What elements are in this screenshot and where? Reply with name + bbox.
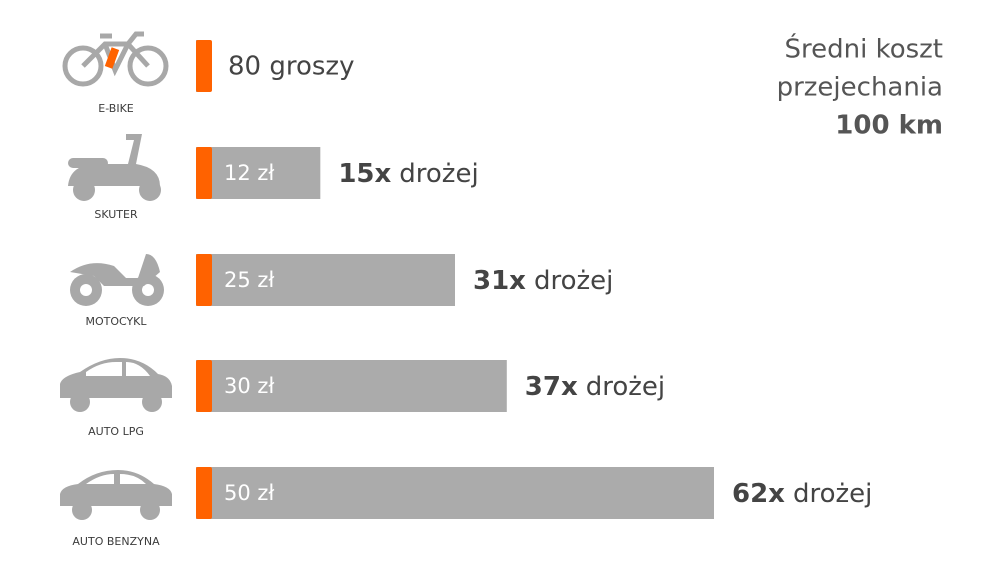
category-label: AUTO LPG	[88, 425, 144, 438]
ratio-suffix: drożej	[586, 372, 665, 402]
bar-accent	[196, 254, 212, 306]
ratio-value: 37x	[525, 372, 578, 402]
title-line: Średni koszt	[784, 33, 943, 65]
bar	[196, 467, 714, 519]
ratio-value: 31x	[473, 266, 526, 296]
title-line: przejechania	[777, 73, 943, 103]
bar-accent	[196, 467, 212, 519]
bar-accent	[196, 40, 212, 92]
ratio-label: 37x drożej	[525, 372, 665, 402]
car-lpg-icon	[60, 358, 172, 412]
ebike-icon	[62, 31, 169, 87]
car-petrol-icon	[60, 470, 172, 520]
ratio-value: 15x	[338, 159, 391, 189]
bar-accent	[196, 147, 212, 199]
ratio-label: 62x drożej	[732, 479, 872, 509]
scooter-icon	[68, 134, 161, 201]
ratio-value: 62x	[732, 479, 785, 509]
category-label: MOTOCYKL	[85, 315, 147, 328]
value-label: 30 zł	[224, 374, 274, 398]
ratio-label: 31x drożej	[473, 266, 613, 296]
category-label: SKUTER	[94, 208, 138, 221]
value-label: 25 zł	[224, 268, 274, 292]
value-label: 80 groszy	[228, 52, 354, 82]
motorcycle-icon	[70, 254, 164, 306]
ratio-suffix: drożej	[793, 479, 872, 509]
bar	[196, 254, 455, 306]
value-label: 50 zł	[224, 481, 274, 505]
ratio-suffix: drożej	[534, 266, 613, 296]
bar	[196, 360, 507, 412]
ratio-suffix: drożej	[399, 159, 478, 189]
category-label: E-BIKE	[98, 102, 134, 115]
title-line: 100 km	[835, 111, 943, 141]
ratio-label: 15x drożej	[338, 159, 478, 189]
value-label: 12 zł	[224, 161, 274, 185]
bar-accent	[196, 360, 212, 412]
category-label: AUTO BENZYNA	[72, 535, 160, 548]
bar	[196, 147, 321, 199]
